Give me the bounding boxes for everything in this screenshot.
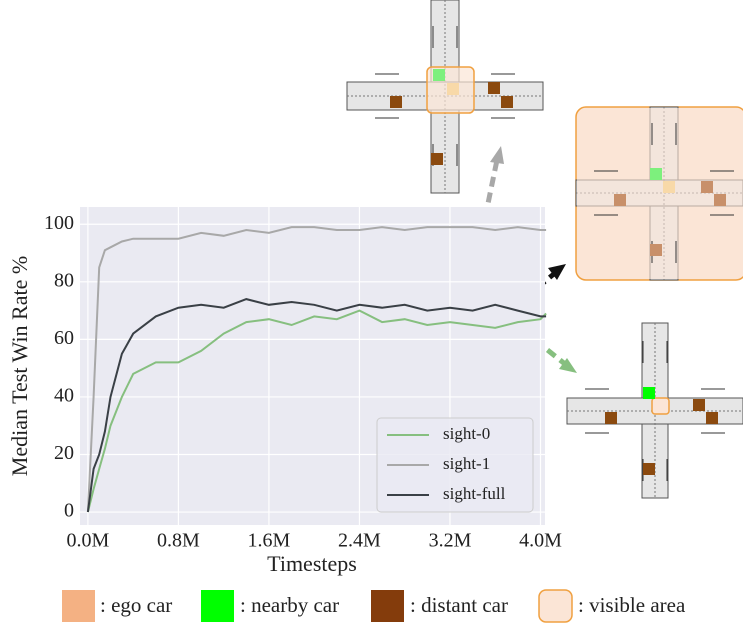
legend-swatch	[371, 590, 404, 622]
y-tick-label: 20	[54, 442, 74, 464]
car-icon	[701, 181, 713, 193]
car-icon	[390, 96, 402, 108]
legend-label: sight-1	[443, 454, 490, 473]
x-axis-label: Timesteps	[267, 551, 357, 576]
car-icon	[650, 168, 662, 180]
y-tick-label: 40	[54, 385, 74, 407]
legend-label: : ego car	[100, 593, 172, 617]
car-icon	[605, 412, 617, 424]
y-tick-label: 60	[54, 327, 74, 349]
x-tick-label: 4.0M	[519, 530, 562, 552]
visible-area	[651, 397, 670, 415]
car-icon	[488, 82, 500, 94]
legend-box	[376, 417, 534, 513]
x-tick-label: 0.8M	[157, 530, 200, 552]
legend-swatch	[201, 590, 234, 622]
y-tick-label: 80	[54, 269, 74, 291]
x-tick-label: 3.2M	[429, 530, 472, 552]
car-icon	[447, 83, 459, 95]
legend-label: sight-0	[443, 424, 490, 443]
y-axis-label: Median Test Win Rate %	[7, 256, 32, 476]
y-tick-label: 100	[44, 212, 74, 234]
car-icon	[643, 463, 655, 475]
car-icon	[663, 181, 675, 193]
legend-swatch	[538, 589, 573, 623]
car-icon	[706, 412, 718, 424]
arrow-head	[559, 358, 577, 373]
y-tick-label: 0	[64, 500, 74, 522]
series-line	[86, 309, 547, 513]
car-icon	[433, 69, 445, 81]
car-icon	[714, 194, 726, 206]
legend-label: : nearby car	[240, 593, 339, 617]
car-icon	[693, 399, 705, 411]
x-tick-label: 0.0M	[67, 530, 110, 552]
series-line	[86, 226, 547, 513]
car-icon	[501, 96, 513, 108]
car-icon	[431, 153, 443, 165]
legend-label: : visible area	[578, 593, 686, 617]
car-icon	[614, 194, 626, 206]
x-tick-label: 1.6M	[248, 530, 291, 552]
series-line	[86, 298, 547, 513]
x-tick-label: 2.4M	[338, 530, 381, 552]
car-icon	[643, 387, 655, 399]
car-icon	[650, 244, 662, 256]
legend-label: sight-full	[443, 484, 506, 503]
visible-area-tint	[577, 108, 743, 279]
legend-swatch	[62, 590, 95, 622]
arrow-head	[548, 264, 566, 280]
legend-label: : distant car	[410, 593, 508, 617]
arrow-head	[490, 146, 504, 164]
